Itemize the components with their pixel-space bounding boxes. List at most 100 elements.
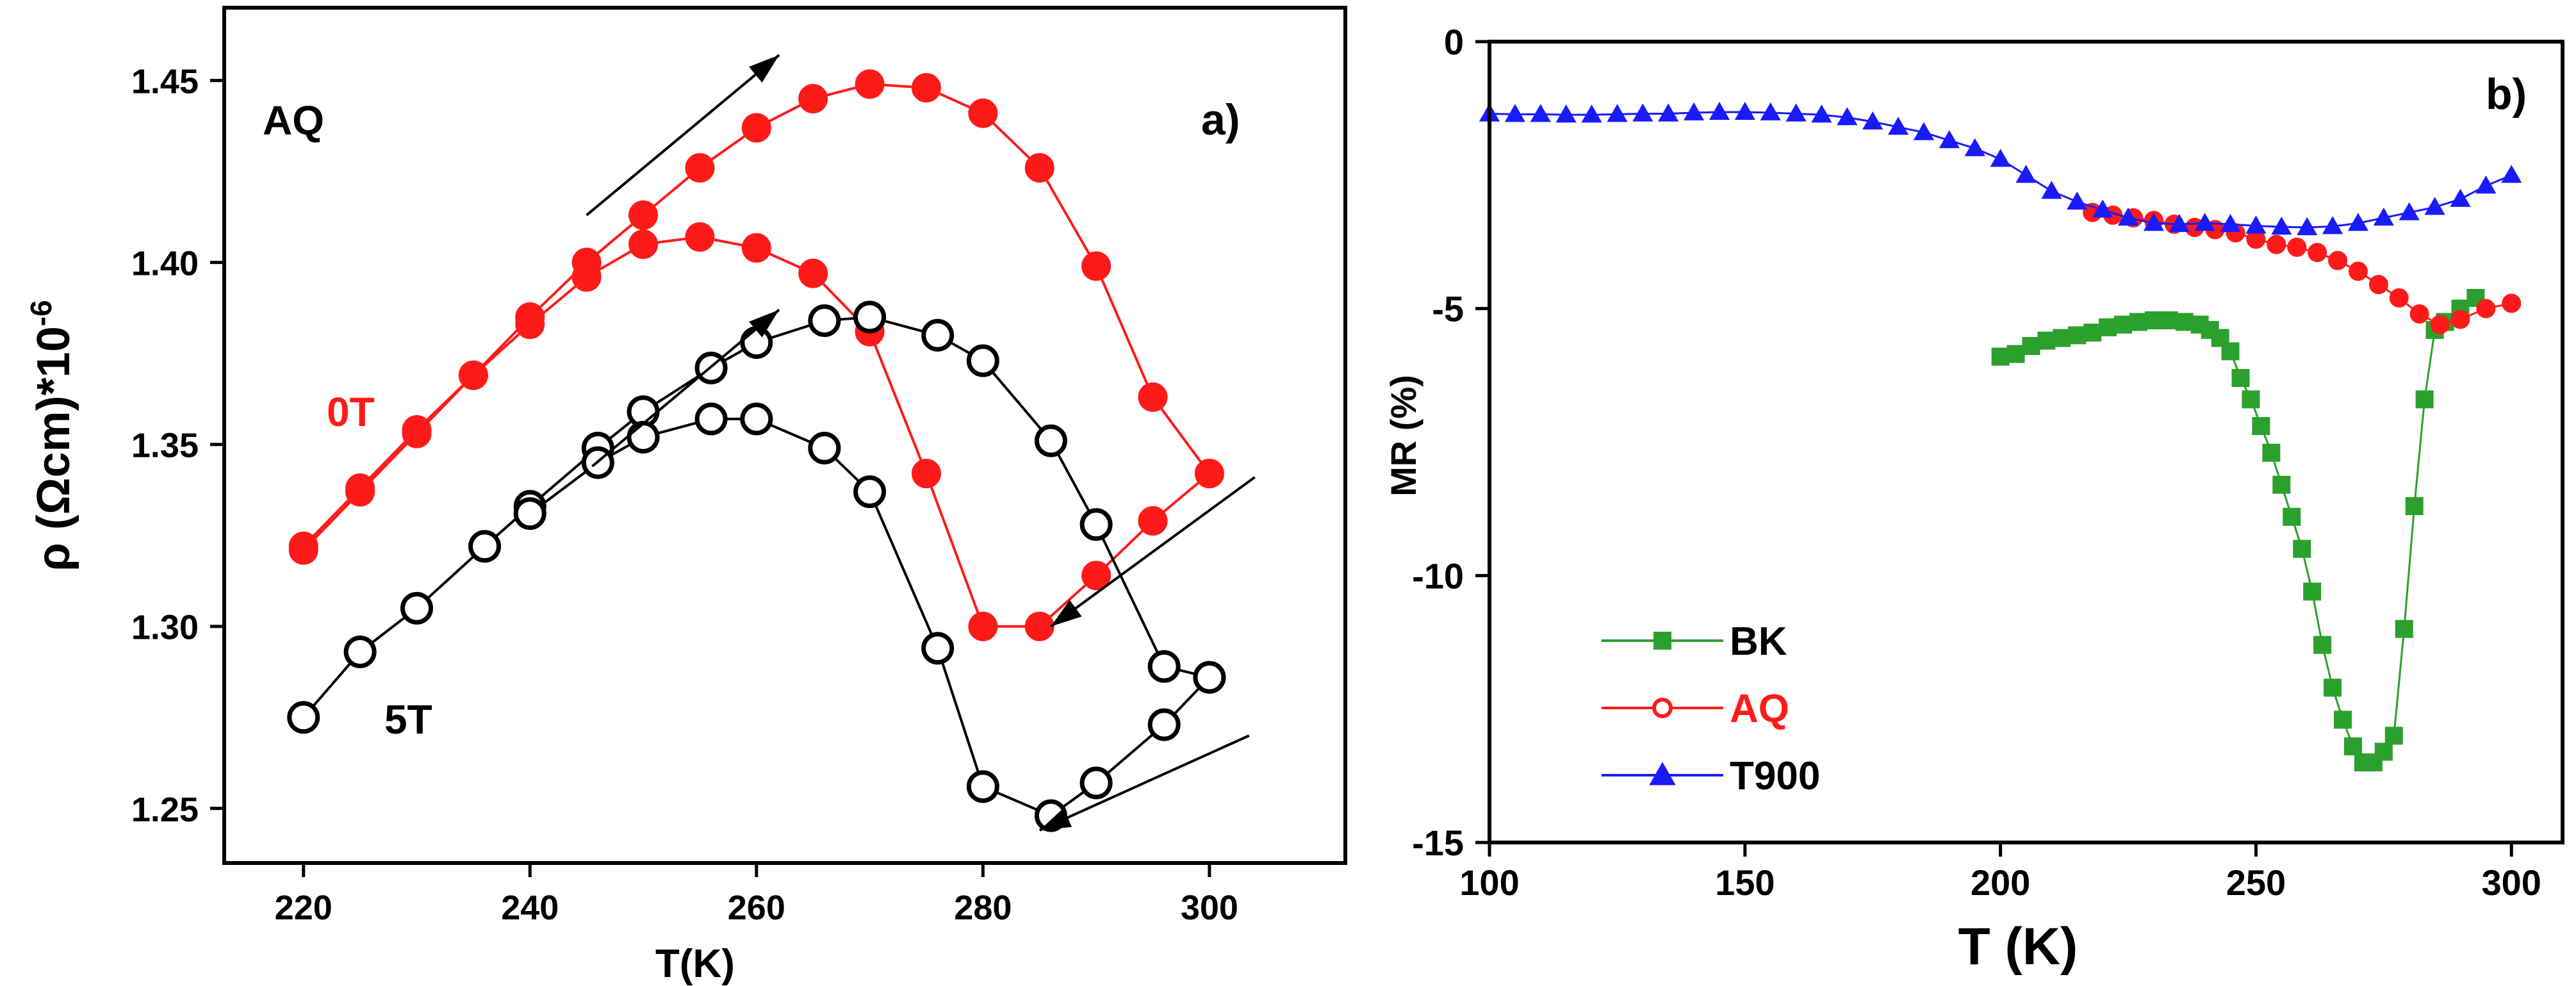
data-point-5t-heating [343,636,377,669]
data-point-aq [2348,261,2368,281]
panel-a-x-axis-title: T(K) [655,942,735,986]
data-point-bk [2083,324,2102,342]
data-point-aq [2409,304,2429,324]
series-0t-heating [288,69,1224,561]
data-point-0t-cooling [1194,459,1224,489]
data-point-aq [2368,275,2388,295]
data-point-t900 [1581,104,1602,123]
data-point-bk [2242,390,2260,409]
data-point-t900 [2117,207,2139,226]
data-point-aq [2450,309,2470,329]
data-point-t900 [2399,202,2420,220]
data-point-0t-heating [968,98,998,128]
y-tick-label: 1.25 [131,791,199,829]
data-point-t900 [2067,191,2088,210]
data-point-bk [2175,313,2194,331]
x-tick-label: 260 [728,889,785,927]
y-tick-label: 1.35 [131,427,199,465]
data-point-t900 [2373,207,2394,226]
data-point-t900 [2143,213,2165,231]
data-point-t900 [2347,213,2369,231]
data-point-bk [2374,743,2393,761]
series-aq [2083,202,2522,334]
data-point-t900 [1658,103,1679,122]
data-point-5t-heating [1147,650,1181,683]
data-point-aq [2476,299,2496,318]
data-point-bk [2068,326,2087,345]
series-5t-cooling [513,402,1226,832]
data-point-0t-heating [855,69,885,99]
data-point-bk [2343,737,2362,755]
data-point-bk [1991,347,2010,366]
data-point-bk [2283,507,2301,526]
series-bk [1991,289,2485,771]
panel-a-sample-label: AQ [263,97,324,144]
data-point-0t-heating [1024,152,1054,183]
data-point-bk [2006,345,2025,363]
data-point-0t-heating [685,152,715,183]
data-point-0t-heating [741,113,771,143]
data-point-t900 [1632,103,1653,122]
data-point-5t-heating [400,591,434,625]
panel-b-x-axis-title: T (K) [1958,917,2078,976]
data-point-t900 [1734,101,1755,120]
arrow-0T-heating [586,54,780,217]
x-tick-label: 220 [275,889,332,927]
data-point-bk [2022,337,2040,355]
data-point-5t-cooling [694,402,728,436]
data-point-0t-cooling [571,262,602,292]
x-tick-label: 280 [954,889,1012,927]
x-tick-label: 200 [1971,862,2030,903]
annotation-0T: 0T [327,389,375,435]
data-point-0t-cooling [798,258,828,288]
data-point-0t-cooling [628,229,659,259]
data-point-t900 [1504,104,1525,122]
y-tick-label: 1.40 [131,245,199,283]
data-point-5t-heating [740,326,773,359]
panel-a-resistivity: 220 240 260 280 300 1.251.301.351.401.45 AQ … [24,6,1347,986]
data-point-bk [2334,711,2352,729]
data-point-t900 [2015,165,2037,183]
legend-label: BK [1730,620,1787,664]
data-point-aq [2430,315,2450,334]
x-tick-label: 100 [1459,862,1519,903]
data-point-bk [2129,313,2147,331]
arrow-0T-cooling [1050,476,1256,628]
series-t900 [1479,101,2522,236]
data-point-bk [2303,582,2322,601]
data-point-t900 [2092,199,2113,218]
data-point-bk [2099,318,2117,336]
data-point-0t-cooling [1081,561,1112,591]
y-tick-label: 0 [1444,22,1464,62]
data-point-bk [2221,342,2240,361]
legend-marker [1649,762,1676,785]
panel-a-arrows [586,54,1256,832]
data-point-5t-cooling [627,420,660,454]
data-point-t900 [1990,149,2011,167]
data-point-0t-cooling [288,535,318,565]
panel-a-x-ticks: 220 240 260 280 300 [275,863,1238,927]
panel-a-series [287,69,1226,832]
data-point-t900 [2245,215,2267,234]
data-point-5t-cooling [853,475,887,509]
legend-label: AQ [1730,687,1789,731]
series-line-t900 [1489,111,2512,229]
x-tick-label: 250 [2226,862,2286,903]
data-point-5t-cooling [1193,661,1226,694]
data-point-t900 [2220,213,2241,233]
panel-b-series [1479,101,2522,771]
data-point-bk [2384,727,2403,745]
panel-a-y-ticks: 1.25 1.30 1.35 1.40 1.45 [131,63,224,829]
data-point-0t-cooling [402,418,432,448]
data-point-t900 [1887,117,1909,135]
data-point-t900 [1530,104,1551,122]
data-point-t900 [1964,138,1985,156]
series-line-bk [2000,297,2477,764]
data-point-0t-cooling [911,459,941,489]
data-point-t900 [1811,104,1832,123]
data-point-t900 [2450,188,2471,207]
data-point-5t-heating [853,300,887,334]
data-point-t900 [2475,175,2497,194]
y-tick-label: -5 [1432,289,1464,329]
data-point-0t-cooling [968,611,998,641]
